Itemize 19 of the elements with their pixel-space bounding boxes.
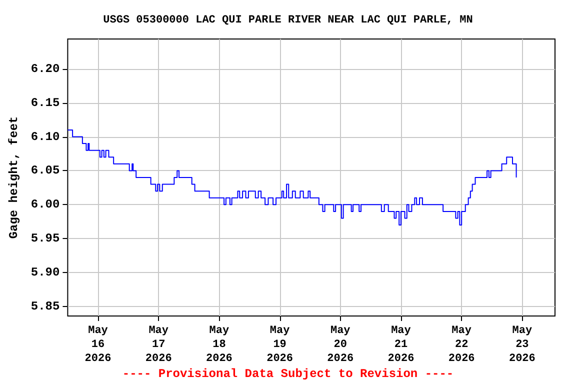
y-axis-title: Gage height, feet bbox=[7, 116, 21, 239]
x-tick-label: May 20 2026 bbox=[327, 325, 354, 365]
chart-title: USGS 05300000 LAC QUI PARLE RIVER NEAR LAC QUI PARLE, MN bbox=[103, 14, 473, 26]
x-tick-label: May 22 2026 bbox=[448, 325, 475, 365]
x-tick-label: May 21 2026 bbox=[388, 325, 414, 365]
y-tick-label: 6.00 bbox=[30, 198, 60, 212]
y-tick-label: 6.10 bbox=[30, 130, 60, 144]
y-tick-label: 6.20 bbox=[30, 62, 60, 76]
y-tick-label: 5.90 bbox=[30, 266, 60, 280]
x-tick-label: May 19 2026 bbox=[266, 325, 293, 365]
x-tick-label: May 18 2026 bbox=[206, 325, 232, 365]
y-tick-label: 5.85 bbox=[30, 299, 60, 314]
y-tick-label: 5.95 bbox=[30, 232, 60, 246]
y-tick-label: 6.15 bbox=[30, 96, 60, 110]
x-tick-label: May 16 2026 bbox=[84, 325, 112, 365]
y-tick-label: 6.05 bbox=[30, 164, 60, 178]
text: ---- Provisional Data Subject to Revision ---- bbox=[122, 367, 454, 381]
x-tick-label: May 17 2026 bbox=[145, 325, 172, 365]
x-tick-label: May 23 2026 bbox=[508, 325, 536, 365]
